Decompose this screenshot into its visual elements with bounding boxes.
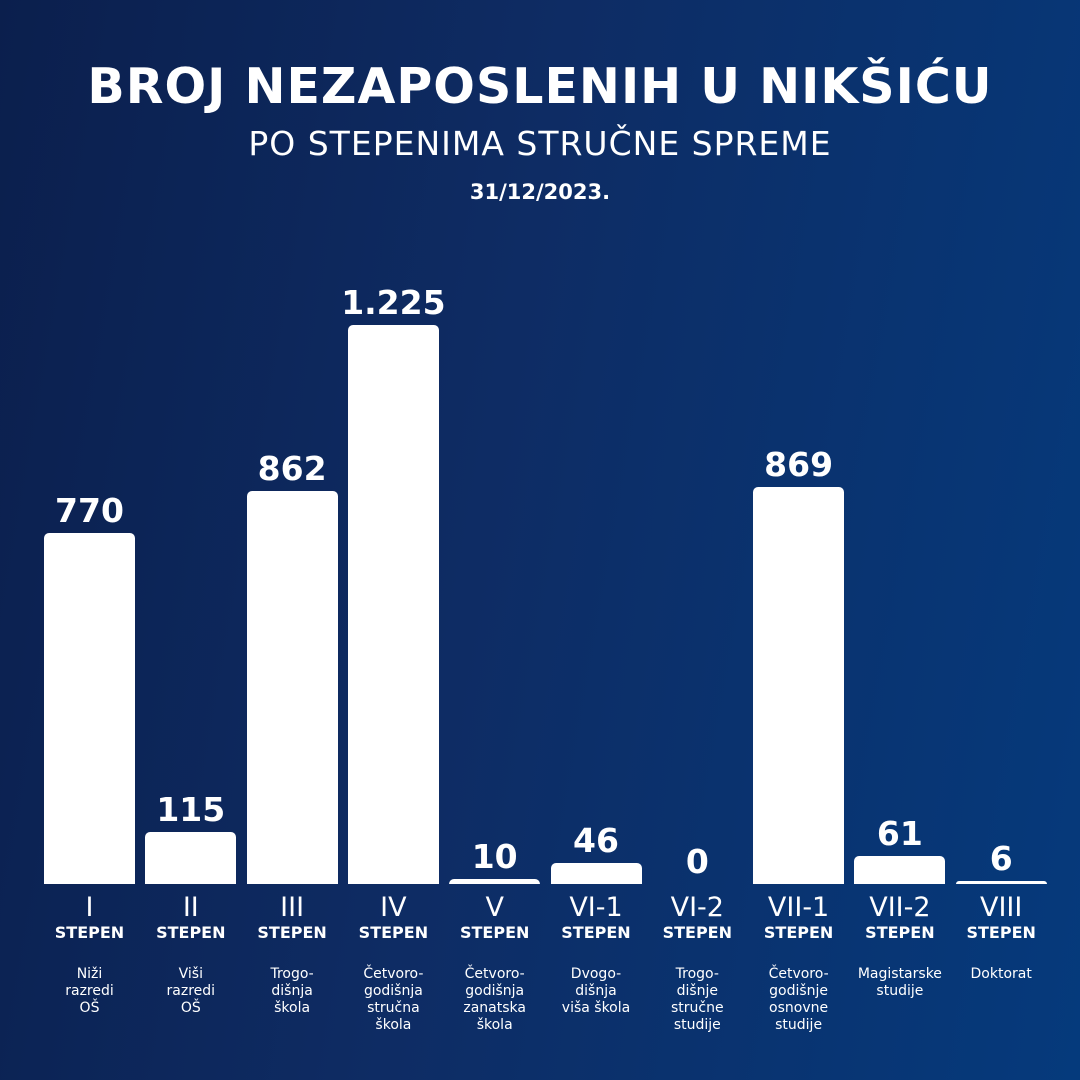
description-line: škola [375,1017,412,1033]
data-label-iii: 862 [257,448,327,488]
data-label-v: 10 [471,837,518,877]
data-label-vii-1: 869 [764,445,834,485]
bar-iv [347,325,439,884]
category-label-vii-1: VII-1 [767,892,830,923]
category-description: Niži razredi OŠ [35,966,145,1017]
description-line: godišnja [465,983,525,999]
category-label-iii: III [280,892,305,923]
description-line: stručne [670,1000,724,1016]
bar-vii-2 [854,856,946,884]
category-description: Četvoro-godišnje osnovne studije [744,966,854,1034]
description-line: dišnja [271,983,313,999]
category-label-v: V [485,892,504,923]
description-line: škola [476,1017,513,1033]
category-stepen-label: STEPEN [763,923,834,942]
description-line: Četvoro- [768,966,829,982]
description-line: OŠ [180,1000,201,1016]
description-line: Dvogo- [570,966,622,982]
description-line: godišnja [363,983,423,999]
data-label-iv: 1.225 [341,283,446,322]
description-line: Niži [76,966,103,982]
description-line: Trogo- [270,966,314,982]
category-description: Viši razredi OŠ [136,966,246,1017]
description-line: razredi [65,983,114,999]
category-label-i: I [85,892,94,923]
category-stepen-label: STEPEN [459,923,530,942]
category-description: Magistarske studije [845,966,955,1000]
category-stepen-label: STEPEN [966,923,1036,942]
category-stepen-label: STEPEN [156,923,226,942]
category-label-viii: VIII [980,892,1023,923]
category-description: Trogo-dišnje stručne studije [642,966,752,1034]
category-stepen-label: STEPEN [561,923,631,942]
description-line: Magistarske [857,966,942,982]
category-description: Dvogo-dišnja viša škola [541,966,651,1017]
category-label-vii-2: VII-2 [869,892,931,923]
description-line: stručna [367,1000,420,1016]
bar-vi-1 [550,863,642,884]
category-stepen-label: STEPEN [257,923,327,942]
category-stepen-label: STEPEN [54,923,125,942]
data-label-vi-2: 0 [685,842,709,881]
description-line: viša škola [561,1000,631,1016]
description-line: studije [775,1017,823,1033]
category-stepen-label: STEPEN [865,923,935,942]
category-stepen-label: STEPEN [662,923,732,942]
data-label-vii-2: 61 [876,814,923,854]
description-line: razredi [166,983,216,999]
description-line: godišnje [769,983,829,999]
category-description: Doktorat [946,966,1056,983]
description-line: dišnje [676,983,719,999]
description-line: studije [876,983,924,999]
description-line: studije [673,1017,721,1033]
description-line: Viši [178,966,203,982]
page-title: BROJ NEZAPOSLENIH U NIKŠIĆU [87,58,993,115]
bar-i [44,532,135,884]
description-line: OŠ [79,1000,100,1016]
description-line: Doktorat [970,966,1032,982]
category-stepen-label: STEPEN [358,923,429,942]
description-line: škola [274,1000,311,1016]
description-line: dišnja [575,983,617,999]
data-label-vi-1: 46 [573,821,619,860]
category-description: Četvoro-godišnja zanatska škola [440,966,550,1034]
category-label-vi-2: VI-2 [670,892,724,923]
data-label-i: 770 [55,490,124,530]
bar-viii [955,881,1047,884]
data-label-ii: 115 [156,789,226,829]
description-line: Trogo- [675,966,719,982]
category-label-iv: IV [380,892,407,923]
description-line: zanatska [463,1000,526,1016]
description-line: Četvoro- [464,966,525,982]
description-line: osnovne [769,1000,829,1016]
data-label-viii: 6 [989,839,1013,879]
bar-v [449,879,541,884]
category-label-vi-1: VI-1 [569,892,623,923]
description-line: Četvoro- [363,966,424,982]
category-label-ii: II [182,892,199,923]
bar-ii [145,831,237,884]
bar-vii-1 [753,487,845,884]
bar-iii [246,490,338,884]
page-date: 31/12/2023. [469,180,611,204]
page-subtitle: PO STEPENIMA STRUČNE SPREME [248,124,832,163]
category-description: Trogo-dišnja škola [237,966,347,1017]
category-description: Četvoro-godišnja stručna škola [338,966,448,1034]
